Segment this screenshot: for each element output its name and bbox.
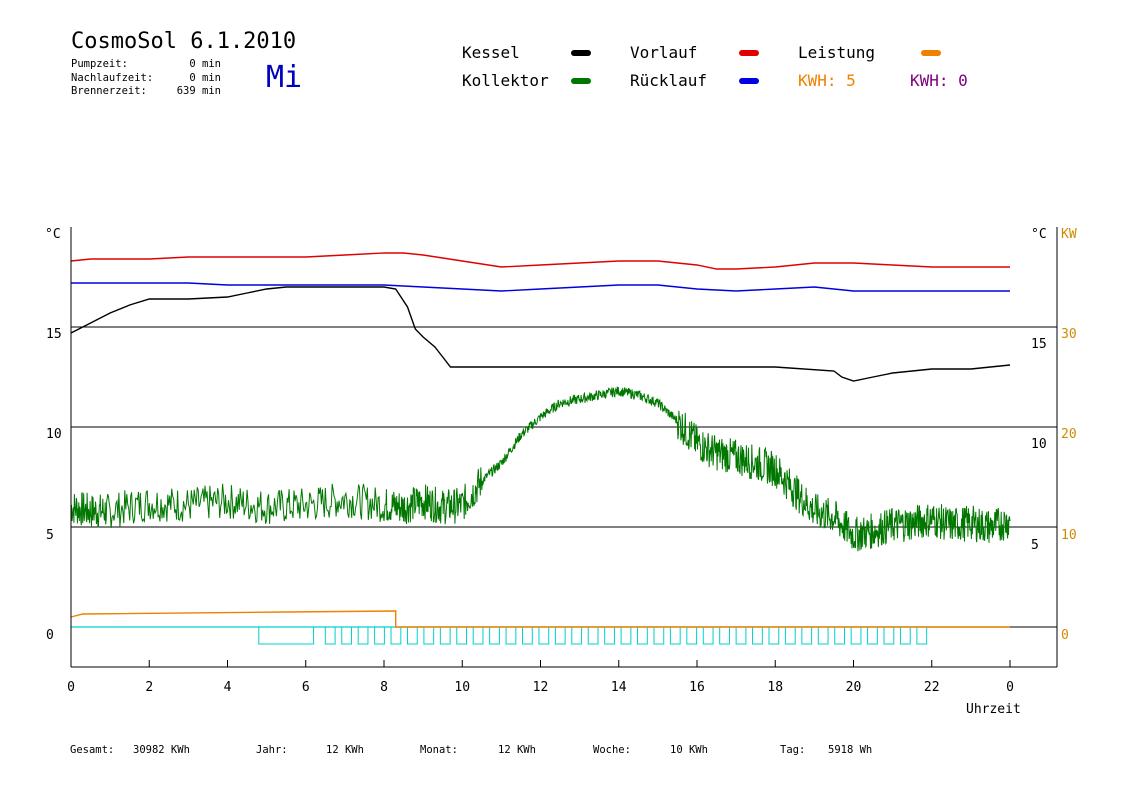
weekday-label: Mi: [266, 60, 303, 95]
energy-stats: Gesamt: 30982 KWh Jahr: 12 KWh Monat: 12…: [0, 744, 1148, 758]
x-tick-label: 16: [689, 680, 705, 695]
right-power-tick-0: 0: [1061, 628, 1069, 643]
pumpzeit-label: Pumpzeit:: [71, 58, 128, 70]
legend-kollektor-label: Kollektor: [462, 71, 549, 90]
series-lines: [70, 252, 1011, 645]
right-power-tick-10: 10: [1061, 528, 1077, 543]
series-kessel-line: [70, 286, 1011, 382]
x-tick-label: 0: [67, 680, 75, 695]
x-tick-label: 6: [302, 680, 310, 695]
gesamt-label: Gesamt:: [70, 744, 115, 756]
legend-kessel-label: Kessel: [462, 43, 520, 62]
x-tick-label: 12: [533, 680, 549, 695]
right-temp-tick-5: 5: [1031, 538, 1039, 553]
x-tick-label: 14: [611, 680, 627, 695]
right-power-tick-20: 20: [1061, 427, 1077, 442]
x-axis-ticks: 0 2 4 6 8 10 12 14 16 18 20 22 0: [67, 660, 1014, 695]
brennerzeit-value: 639 min: [176, 85, 221, 97]
nachlaufzeit-label: Nachlaufzeit:: [71, 71, 154, 84]
x-tick-label: 4: [224, 680, 232, 695]
legend-vorlauf-label: Vorlauf: [630, 43, 698, 62]
x-tick-label: 20: [846, 680, 862, 695]
left-tick-15: 15: [46, 327, 62, 342]
chart-title: CosmoSol 6.1.2010: [71, 29, 297, 54]
jahr-value: 12 KWh: [326, 744, 364, 756]
right-axis-temp-unit: °C: [1031, 227, 1047, 242]
legend-kwh-second: KWH: 0: [910, 71, 968, 90]
brennerzeit-row: Brennerzeit: 639 min: [71, 85, 221, 99]
pump-state-pulses: [258, 627, 928, 645]
brennerzeit-label: Brennerzeit:: [71, 85, 147, 97]
legend-ruecklauf-label: Rücklauf: [630, 71, 708, 90]
legend-leistung-swatch: [921, 50, 941, 56]
nachlaufzeit-value: 0 min: [189, 71, 221, 84]
x-tick-label: 8: [380, 680, 388, 695]
right-power-tick-30: 30: [1061, 327, 1077, 342]
pumpzeit-value: 0 min: [189, 58, 221, 70]
x-tick-label: 18: [767, 680, 783, 695]
gesamt-value: 30982 KWh: [133, 744, 190, 756]
right-temp-tick-15: 15: [1031, 337, 1047, 352]
x-tick-label: 2: [145, 680, 153, 695]
legend-kessel-swatch: [571, 50, 591, 56]
woche-value: 10 KWh: [670, 744, 708, 756]
x-axis-label: Uhrzeit: [966, 702, 1021, 717]
legend-kwh-solar: KWH: 5: [798, 71, 856, 90]
series-ruecklauf-line: [71, 282, 1010, 292]
monat-label: Monat:: [420, 744, 458, 756]
legend-ruecklauf-swatch: [739, 78, 759, 84]
series-leistung-line: [70, 610, 1010, 628]
series-vorlauf-line: [70, 252, 1010, 270]
series-kollektor-line: [70, 386, 1011, 552]
axes: [70, 227, 1058, 668]
legend-kollektor-swatch: [571, 78, 591, 84]
tag-label: Tag:: [780, 744, 806, 756]
runtime-info: Pumpzeit: 0 min Nachlaufzeit: 0 min Bren…: [0, 58, 240, 103]
left-tick-5: 5: [46, 528, 54, 543]
right-axis-power-unit: KW: [1061, 227, 1077, 242]
x-tick-label: 0: [1006, 680, 1014, 695]
legend-vorlauf-swatch: [739, 50, 759, 56]
x-tick-label: 22: [924, 680, 940, 695]
jahr-label: Jahr:: [256, 744, 288, 756]
nachlaufzeit-row: Nachlaufzeit: 0 min: [71, 72, 221, 86]
monat-value: 12 KWh: [498, 744, 536, 756]
right-temp-tick-10: 10: [1031, 437, 1047, 452]
pumpzeit-row: Pumpzeit: 0 min: [71, 58, 221, 72]
left-tick-10: 10: [46, 427, 62, 442]
left-axis-unit: °C: [45, 227, 61, 242]
x-tick-label: 10: [454, 680, 470, 695]
tag-value: 5918 Wh: [828, 744, 873, 756]
left-tick-0: 0: [46, 628, 54, 643]
legend-leistung-label: Leistung: [798, 43, 876, 62]
woche-label: Woche:: [593, 744, 631, 756]
